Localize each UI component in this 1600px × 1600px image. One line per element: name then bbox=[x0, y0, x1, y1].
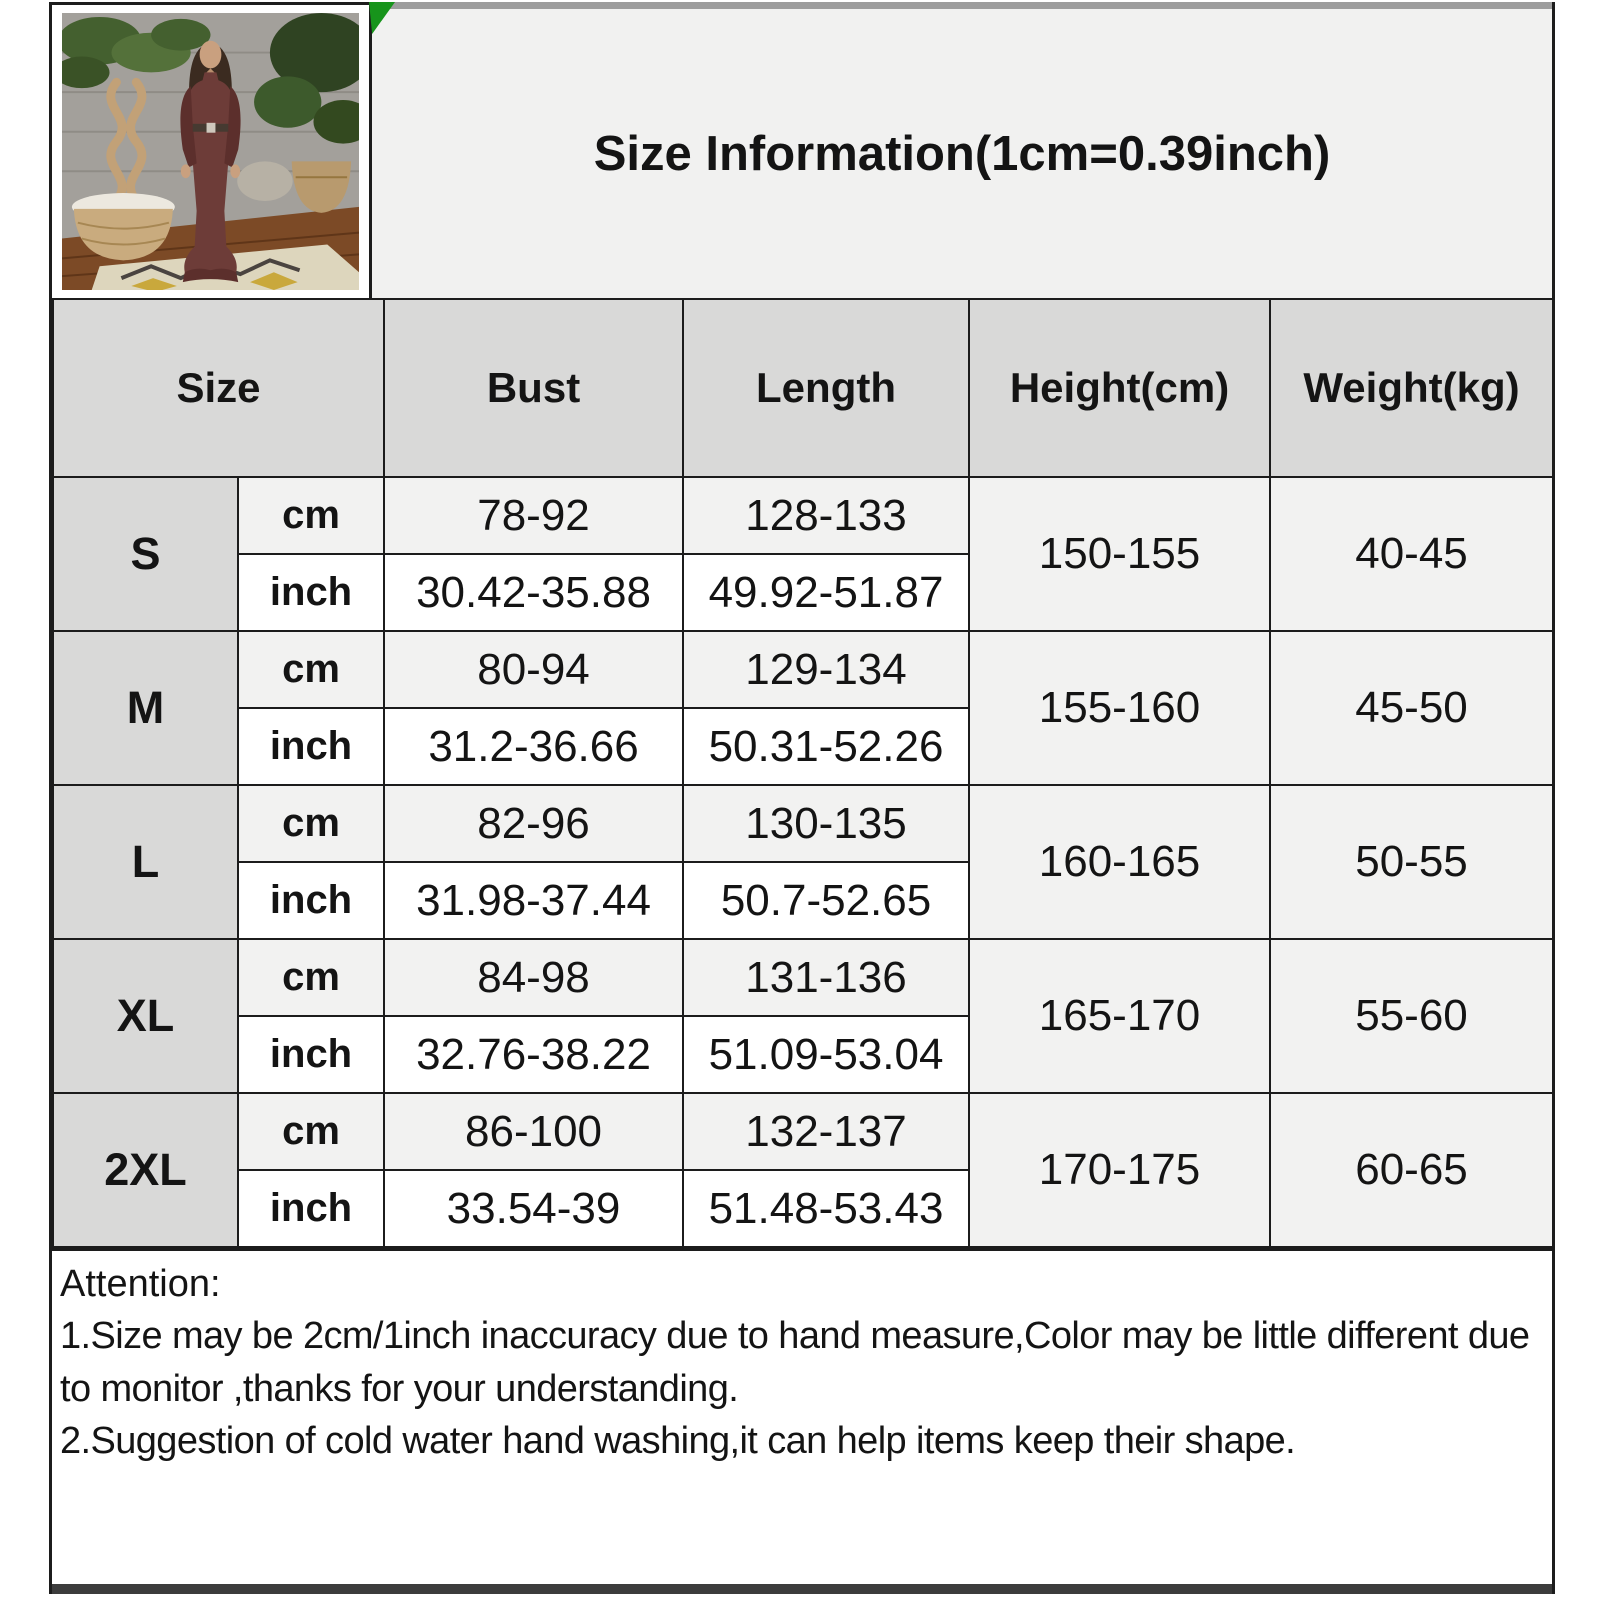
unit-cm: cm bbox=[236, 1092, 386, 1171]
row-l-inch: inch 31.98-37.44 50.7-52.65 bbox=[53, 861, 1553, 940]
height-value: 165-170 bbox=[968, 938, 1272, 1094]
bust-inch: 31.2-36.66 bbox=[383, 707, 685, 786]
length-cm: 132-137 bbox=[682, 1092, 971, 1171]
length-cm: 129-134 bbox=[682, 630, 971, 709]
size-info-sheet: Size Information(1cm=0.39inch) Size Bust L… bbox=[49, 2, 1555, 1594]
unit-cm: cm bbox=[236, 476, 386, 555]
plant-left bbox=[62, 16, 211, 89]
top-row: Size Information(1cm=0.39inch) bbox=[52, 2, 1552, 298]
length-inch: 49.92-51.87 bbox=[682, 553, 971, 632]
header-length: Length bbox=[682, 298, 971, 478]
row-s-inch: inch 30.42-35.88 49.92-51.87 bbox=[53, 553, 1553, 632]
attention-heading: Attention: bbox=[60, 1263, 221, 1305]
row-xl-inch: inch 32.76-38.22 51.09-53.04 bbox=[53, 1015, 1553, 1094]
header-row: Size Bust Length Height(cm) Weight(kg) bbox=[51, 298, 1555, 478]
bust-inch: 31.98-37.44 bbox=[383, 861, 685, 940]
length-inch: 50.31-52.26 bbox=[682, 707, 971, 786]
header-size: Size bbox=[51, 298, 386, 478]
bust-cm: 82-96 bbox=[383, 784, 685, 863]
unit-cm: cm bbox=[236, 630, 386, 709]
size-label: 2XL bbox=[52, 1092, 239, 1248]
header-weightkg: Weight(kg) bbox=[1269, 298, 1555, 478]
attention-note-1: 1.Size may be 2cm/1inch inaccuracy due t… bbox=[60, 1315, 1530, 1410]
weight-value: 55-60 bbox=[1269, 938, 1555, 1094]
bust-cm: 86-100 bbox=[383, 1092, 685, 1171]
row-2xl-inch: inch 33.54-39 51.48-53.43 bbox=[53, 1169, 1553, 1248]
height-value: 150-155 bbox=[968, 476, 1272, 632]
height-value: 170-175 bbox=[968, 1092, 1272, 1248]
size-label: L bbox=[52, 784, 239, 940]
weight-value: 45-50 bbox=[1269, 630, 1555, 786]
row-2xl-cm: 2XL cm 86-100 132-137 170-175 60-65 bbox=[52, 1092, 1555, 1248]
size-label: M bbox=[52, 630, 239, 786]
length-cm: 128-133 bbox=[682, 476, 971, 555]
weight-value: 60-65 bbox=[1269, 1092, 1555, 1248]
wood-sculpture bbox=[106, 77, 147, 206]
header-bust: Bust bbox=[383, 298, 685, 478]
unit-cm: cm bbox=[236, 784, 386, 863]
attention-notes: 1.Size may be 2cm/1inch inaccuracy due t… bbox=[60, 1310, 1538, 1467]
unit-inch: inch bbox=[236, 861, 386, 940]
length-inch: 51.09-53.04 bbox=[682, 1015, 971, 1094]
unit-inch: inch bbox=[236, 1169, 386, 1248]
unit-inch: inch bbox=[236, 707, 386, 786]
length-cm: 131-136 bbox=[682, 938, 971, 1017]
unit-inch: inch bbox=[236, 1015, 386, 1094]
bust-cm: 84-98 bbox=[383, 938, 685, 1017]
header-heightcm: Height(cm) bbox=[968, 298, 1272, 478]
unit-inch: inch bbox=[236, 553, 386, 632]
height-value: 160-165 bbox=[968, 784, 1272, 940]
bust-cm: 80-94 bbox=[383, 630, 685, 709]
product-photo-cell bbox=[52, 2, 372, 298]
weight-value: 40-45 bbox=[1269, 476, 1555, 632]
plant-right bbox=[254, 13, 359, 213]
size-label: S bbox=[52, 476, 239, 632]
length-inch: 50.7-52.65 bbox=[682, 861, 971, 940]
row-m-inch: inch 31.2-36.66 50.31-52.26 bbox=[53, 707, 1553, 786]
basket-left bbox=[71, 193, 175, 261]
bust-inch: 30.42-35.88 bbox=[383, 553, 685, 632]
unit-cm: cm bbox=[236, 938, 386, 1017]
size-label: XL bbox=[52, 938, 239, 1094]
height-value: 155-160 bbox=[968, 630, 1272, 786]
size-table-header: Size Bust Length Height(cm) Weight(kg) bbox=[51, 298, 1555, 478]
product-photo bbox=[62, 13, 359, 290]
model bbox=[180, 40, 241, 283]
page-title: Size Information(1cm=0.39inch) bbox=[593, 126, 1331, 181]
row-xl-cm: XL cm 84-98 131-136 165-170 55-60 bbox=[52, 938, 1555, 1094]
stone-pouf bbox=[237, 161, 293, 201]
bust-inch: 32.76-38.22 bbox=[383, 1015, 685, 1094]
length-inch: 51.48-53.43 bbox=[682, 1169, 971, 1248]
bust-cm: 78-92 bbox=[383, 476, 685, 555]
attention-box: Attention: 1.Size may be 2cm/1inch inacc… bbox=[52, 1248, 1552, 1594]
length-cm: 130-135 bbox=[682, 784, 971, 863]
bust-inch: 33.54-39 bbox=[383, 1169, 685, 1248]
attention-note-2: 2.Suggestion of cold water hand washing,… bbox=[60, 1420, 1296, 1463]
green-corner-icon bbox=[369, 2, 395, 34]
weight-value: 50-55 bbox=[1269, 784, 1555, 940]
title-cell: Size Information(1cm=0.39inch) bbox=[369, 2, 1552, 298]
